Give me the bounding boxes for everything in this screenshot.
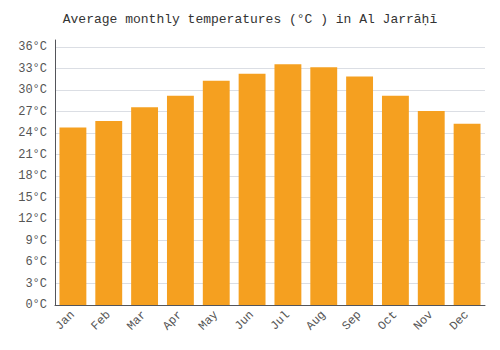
svg-text:15°C: 15°C — [18, 191, 47, 205]
svg-text:27°C: 27°C — [18, 105, 47, 119]
svg-text:Aug: Aug — [304, 308, 329, 333]
svg-text:Jun: Jun — [232, 308, 257, 333]
svg-text:May: May — [196, 308, 221, 333]
svg-text:Jan: Jan — [53, 308, 78, 333]
svg-text:Jul: Jul — [268, 308, 293, 333]
svg-text:33°C: 33°C — [18, 62, 47, 76]
svg-text:Sep: Sep — [339, 308, 364, 333]
svg-text:9°C: 9°C — [25, 234, 47, 248]
svg-text:Apr: Apr — [160, 308, 185, 333]
svg-text:18°C: 18°C — [18, 169, 47, 183]
svg-text:Dec: Dec — [447, 308, 472, 333]
svg-text:21°C: 21°C — [18, 148, 47, 162]
svg-text:36°C: 36°C — [18, 40, 47, 54]
svg-text:Oct: Oct — [375, 308, 400, 333]
svg-text:6°C: 6°C — [25, 255, 47, 269]
svg-text:12°C: 12°C — [18, 212, 47, 226]
svg-text:Feb: Feb — [89, 308, 114, 333]
svg-text:0°C: 0°C — [25, 298, 47, 312]
svg-text:30°C: 30°C — [18, 83, 47, 97]
svg-text:Mar: Mar — [124, 308, 149, 333]
svg-text:Average monthly temperatures (: Average monthly temperatures (°C ) in Al… — [63, 12, 438, 27]
svg-text:3°C: 3°C — [25, 277, 47, 291]
svg-text:24°C: 24°C — [18, 126, 47, 140]
svg-text:Nov: Nov — [411, 308, 436, 333]
